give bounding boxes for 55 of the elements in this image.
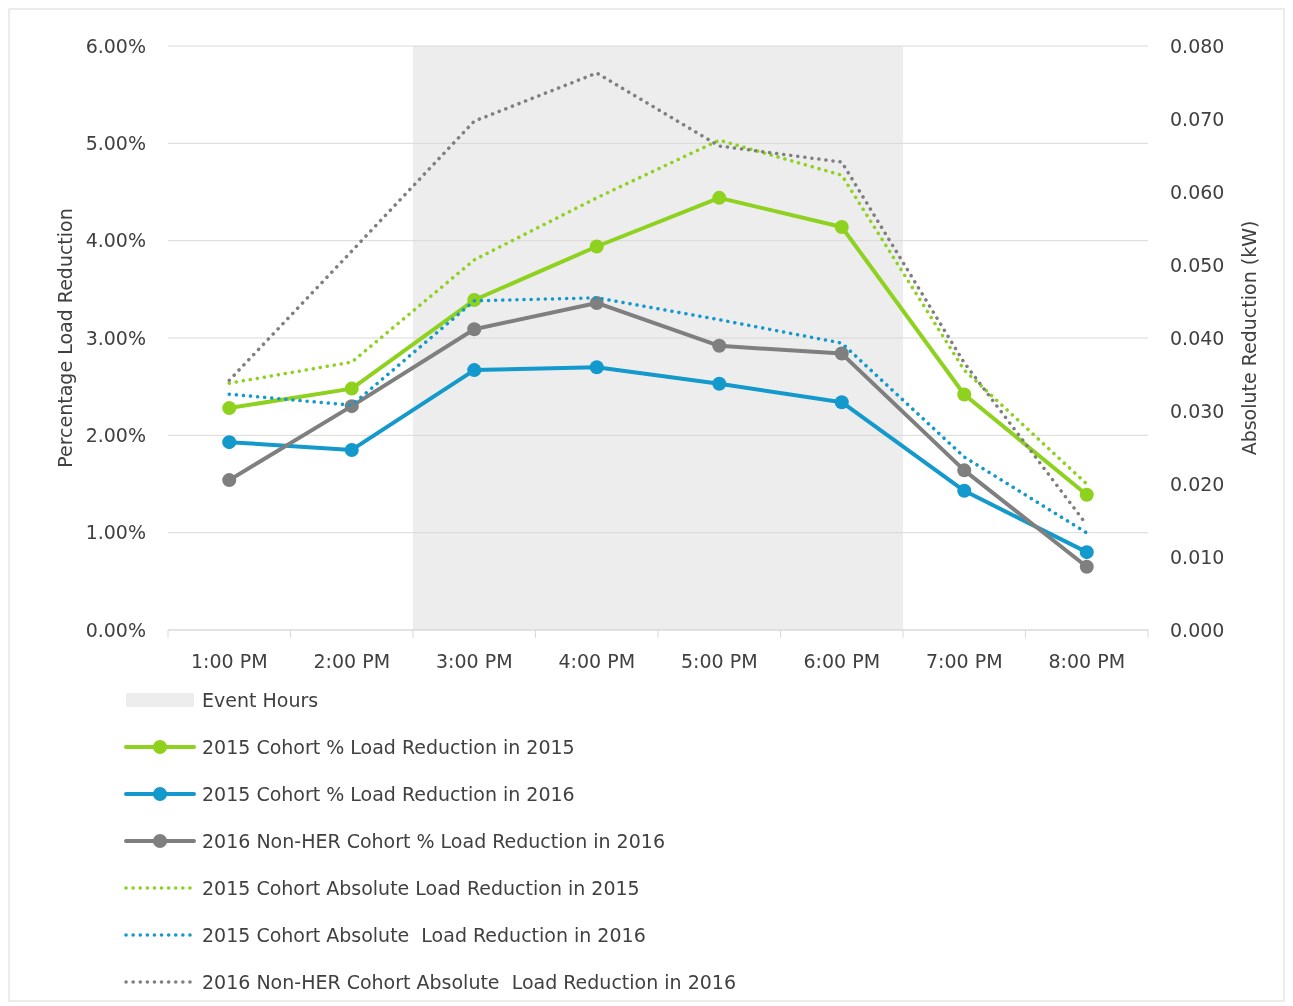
point [712, 190, 727, 205]
y2-tick-label: 0.050 [1170, 253, 1225, 276]
point [222, 401, 237, 416]
y2-axis-title: Absolute Reduction (kW) [1238, 220, 1260, 456]
point [1079, 559, 1094, 574]
point [1079, 487, 1094, 502]
point [957, 387, 972, 402]
legend-label: Event Hours [202, 688, 319, 711]
point [467, 363, 482, 378]
y-tick-label: 2.00% [85, 423, 146, 446]
point [957, 483, 972, 498]
y2-tick-label: 0.060 [1170, 180, 1225, 203]
x-tick-label: 8:00 PM [1048, 650, 1126, 672]
legend-label: 2016 Non-HER Cohort % Load Reduction in 2016 [202, 829, 665, 852]
y2-tick-label: 0.000 [1170, 618, 1225, 641]
point [712, 376, 727, 391]
y2-tick-label: 0.010 [1170, 545, 1225, 568]
y-tick-label: 0.00% [85, 618, 146, 641]
x-tick-label: 1:00 PM [190, 650, 268, 672]
x-tick-label: 4:00 PM [558, 650, 636, 672]
legend-label: 2015 Cohort % Load Reduction in 2015 [202, 735, 575, 758]
point [344, 442, 359, 457]
x-tick-label: 7:00 PM [925, 650, 1003, 672]
y-axis-title: Percentage Load Reduction [54, 208, 76, 468]
point [957, 463, 972, 478]
legend-label: 2015 Cohort Absolute Load Reduction in 2016 [202, 923, 646, 946]
y2-tick-label: 0.040 [1170, 326, 1225, 349]
y2-tick-label: 0.080 [1170, 34, 1225, 57]
point [1079, 545, 1094, 560]
y-tick-label: 1.00% [85, 521, 146, 544]
point [834, 220, 849, 235]
y2-tick-label: 0.030 [1170, 399, 1225, 422]
y-tick-label: 4.00% [85, 229, 146, 252]
y2-tick-label: 0.070 [1170, 107, 1225, 130]
line-series [227, 138, 1089, 486]
point [222, 435, 237, 450]
y-tick-label: 5.00% [85, 131, 146, 154]
point [712, 338, 727, 353]
x-tick-label: 5:00 PM [680, 650, 758, 672]
x-tick-label: 6:00 PM [803, 650, 881, 672]
point [467, 322, 482, 337]
legend-label: 2016 Non-HER Cohort Absolute Load Reduction in 2016 [202, 970, 736, 993]
point [589, 360, 604, 375]
x-tick-label: 3:00 PM [435, 650, 513, 672]
point [344, 381, 359, 396]
y-tick-label: 6.00% [85, 34, 146, 57]
point [834, 346, 849, 361]
y-tick-label: 3.00% [85, 326, 146, 349]
point [589, 239, 604, 254]
legend-label: 2015 Cohort % Load Reduction in 2016 [202, 782, 575, 805]
point [834, 395, 849, 410]
point [222, 473, 237, 488]
y2-tick-label: 0.020 [1170, 472, 1225, 495]
x-tick-label: 2:00 PM [313, 650, 391, 672]
legend-label: 2015 Cohort Absolute Load Reduction in 2015 [202, 876, 640, 899]
